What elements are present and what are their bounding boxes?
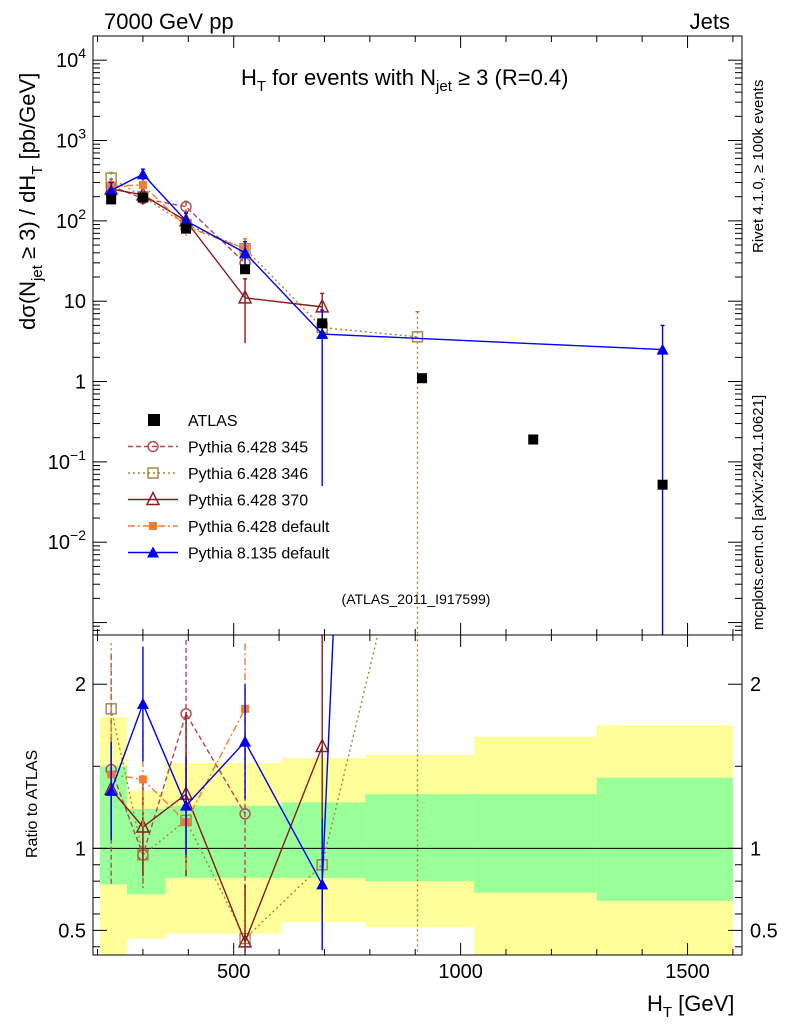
series-0-main bbox=[105, 178, 251, 274]
data-point bbox=[105, 184, 118, 196]
y-tick-label: 104 bbox=[56, 45, 86, 72]
data-point bbox=[316, 328, 329, 340]
legend-label: ATLAS bbox=[188, 413, 238, 430]
band-inner bbox=[165, 805, 282, 878]
x-tick-label: 500 bbox=[217, 961, 250, 983]
y-tick-label: 102 bbox=[56, 206, 86, 233]
ratio-plot bbox=[93, 635, 742, 955]
series-4-ratio bbox=[105, 635, 334, 951]
legend-label: Pythia 6.428 370 bbox=[188, 493, 308, 510]
legend-marker bbox=[145, 490, 161, 506]
x-axis-label: HT [GeV] bbox=[647, 991, 734, 1021]
mcplots-label: mcplots.cern.ch [arXiv:2401.10621] bbox=[750, 395, 767, 630]
y-axis-label: dσ(Njet ≥ 3) / dHT [pb/GeV] bbox=[15, 73, 46, 330]
series-line bbox=[110, 173, 663, 351]
ratio-line bbox=[110, 635, 379, 940]
process-label: Jets bbox=[690, 9, 730, 34]
y-tick-label: 10 bbox=[64, 291, 86, 313]
ratio-tick-label-right: 0.5 bbox=[750, 920, 778, 942]
plot-title: HT for events with Njet ≥ 3 (R=0.4) bbox=[241, 65, 568, 95]
atlas-point bbox=[317, 318, 328, 329]
ratio-line bbox=[111, 708, 246, 824]
ratio-point bbox=[138, 775, 147, 784]
y-tick-label: 103 bbox=[56, 126, 86, 153]
atlas-point bbox=[181, 223, 192, 234]
data-point bbox=[237, 289, 253, 304]
data-point bbox=[656, 343, 669, 355]
y-tick-label: 1 bbox=[75, 372, 86, 394]
data-point bbox=[136, 168, 149, 180]
ratio-tick-label-right: 2 bbox=[750, 674, 761, 696]
ratio-point bbox=[239, 808, 251, 820]
analysis-id: (ATLAS_2011_I917599) bbox=[342, 591, 491, 607]
atlas-point bbox=[137, 192, 148, 203]
data-point bbox=[411, 331, 424, 343]
legend-marker bbox=[147, 546, 159, 558]
legend-label: Pythia 6.428 default bbox=[188, 519, 330, 536]
legend-marker bbox=[149, 522, 157, 530]
ratio-uncertainty-bands bbox=[99, 717, 733, 955]
band-inner bbox=[474, 794, 597, 893]
legend-marker bbox=[147, 467, 159, 479]
atlas-point bbox=[240, 264, 251, 275]
data-point bbox=[239, 246, 252, 258]
atlas-point bbox=[106, 194, 117, 205]
ratio-tick-label-right: 1 bbox=[750, 838, 761, 860]
data-point bbox=[138, 180, 147, 189]
data-point bbox=[180, 214, 193, 226]
ratio-line bbox=[110, 635, 334, 887]
ratio-tick-label: 0.5 bbox=[58, 920, 86, 942]
series-4-main bbox=[105, 168, 669, 635]
energy-label: 7000 GeV pp bbox=[104, 9, 234, 34]
ratio-point bbox=[135, 818, 151, 833]
ratio-tick-label: 1 bbox=[75, 838, 86, 860]
legend-marker bbox=[147, 440, 159, 453]
ratio-point bbox=[315, 738, 330, 753]
x-tick-label: 1500 bbox=[665, 961, 710, 983]
rivet-label: Rivet 4.1.0, ≥ 100k events bbox=[750, 80, 767, 253]
y-tick-label: 10−1 bbox=[48, 447, 86, 474]
ratio-point bbox=[180, 799, 193, 811]
series-line bbox=[111, 188, 323, 308]
legend-label: Pythia 6.428 345 bbox=[188, 440, 308, 457]
legend: ATLAS Pythia 6.428 345 Pythia 6.428 346 Pyt… bbox=[128, 413, 330, 563]
legend-marker bbox=[148, 414, 160, 426]
ratio-frame bbox=[92, 634, 743, 956]
ratio-point bbox=[239, 735, 252, 747]
band-inner bbox=[596, 777, 733, 901]
band-inner bbox=[365, 794, 475, 882]
y-tick-label: 10−2 bbox=[48, 527, 86, 554]
ratio-point bbox=[237, 933, 253, 948]
ratio-point bbox=[105, 703, 117, 715]
atlas-point bbox=[528, 434, 539, 445]
legend-label: Pythia 8.135 default bbox=[188, 546, 330, 563]
series-2-main bbox=[104, 180, 330, 344]
ratio-point bbox=[136, 697, 149, 709]
series-line bbox=[110, 177, 418, 338]
legend-label: Pythia 6.428 346 bbox=[188, 466, 308, 483]
ratio-tick-label: 2 bbox=[75, 674, 86, 696]
ratio-line bbox=[110, 712, 246, 858]
ratio-axis-label: Ratio to ATLAS bbox=[24, 750, 41, 858]
atlas-data bbox=[106, 192, 668, 490]
series-line bbox=[110, 185, 246, 264]
main-plot bbox=[104, 168, 669, 635]
atlas-point bbox=[417, 373, 428, 384]
ratio-point bbox=[105, 784, 118, 796]
x-tick-label: 1000 bbox=[438, 961, 483, 983]
data-point bbox=[180, 201, 192, 213]
atlas-point bbox=[657, 479, 668, 490]
ratio-point bbox=[316, 878, 329, 890]
